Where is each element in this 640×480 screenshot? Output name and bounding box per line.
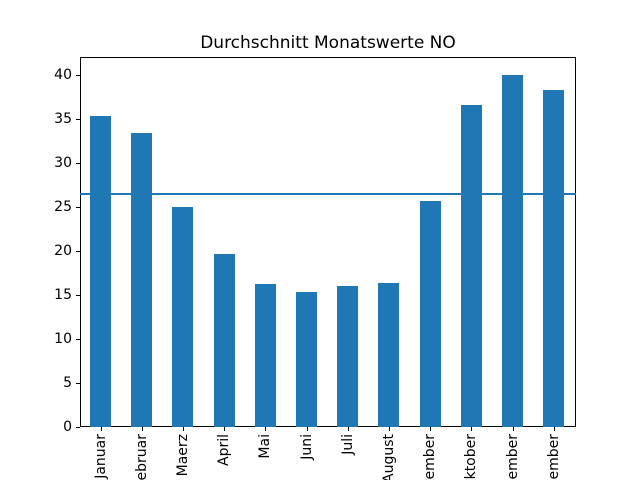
bar	[172, 206, 194, 427]
y-tick	[76, 295, 80, 296]
plot-area	[80, 57, 576, 427]
y-tick	[76, 119, 80, 120]
x-tick-label: Mai	[257, 434, 274, 459]
y-tick	[76, 251, 80, 252]
x-tick-label: Juni	[298, 434, 315, 460]
x-tick-label: September	[422, 434, 439, 480]
bar	[337, 286, 359, 427]
y-tick-label: 25	[54, 199, 72, 215]
y-tick	[76, 163, 80, 164]
x-tick	[101, 427, 102, 431]
y-tick-label: 10	[54, 331, 72, 347]
x-tick-label: Oktober	[463, 434, 480, 480]
bar	[296, 292, 318, 427]
y-tick	[76, 427, 80, 428]
x-tick	[265, 427, 266, 431]
y-tick-label: 20	[54, 243, 72, 259]
x-tick-label: August	[380, 434, 397, 480]
bar	[213, 254, 235, 427]
y-tick-label: 15	[54, 287, 72, 303]
x-tick-label: Dezember	[545, 434, 562, 480]
x-tick	[389, 427, 390, 431]
bar	[419, 201, 441, 427]
bar	[460, 105, 482, 427]
y-tick	[76, 207, 80, 208]
x-tick-label: April	[216, 434, 233, 466]
y-tick	[76, 339, 80, 340]
x-tick	[224, 427, 225, 431]
x-tick-label: Maerz	[174, 434, 191, 477]
bar	[543, 90, 565, 427]
y-tick-label: 35	[54, 111, 72, 127]
y-tick-label: 5	[63, 375, 72, 391]
y-tick-label: 40	[54, 67, 72, 83]
bar	[90, 116, 111, 427]
x-tick-label: November	[504, 434, 521, 480]
y-tick	[76, 383, 80, 384]
x-tick	[307, 427, 308, 431]
x-tick-label: Juli	[339, 434, 356, 455]
x-tick	[348, 427, 349, 431]
x-tick	[554, 427, 555, 431]
y-tick	[76, 75, 80, 76]
x-tick	[513, 427, 514, 431]
bar	[378, 283, 400, 427]
x-tick	[471, 427, 472, 431]
bar	[254, 284, 276, 427]
x-tick-label: Januar	[92, 434, 109, 479]
x-tick	[183, 427, 184, 431]
y-tick-label: 30	[54, 155, 72, 171]
bar	[131, 132, 153, 427]
chart-title: Durchschnitt Monatswerte NO	[200, 33, 456, 53]
x-tick-label: Februar	[133, 434, 150, 480]
mean-line	[80, 192, 576, 195]
x-tick	[142, 427, 143, 431]
y-tick-label: 0	[63, 419, 72, 435]
x-tick	[430, 427, 431, 431]
bar	[502, 74, 524, 427]
